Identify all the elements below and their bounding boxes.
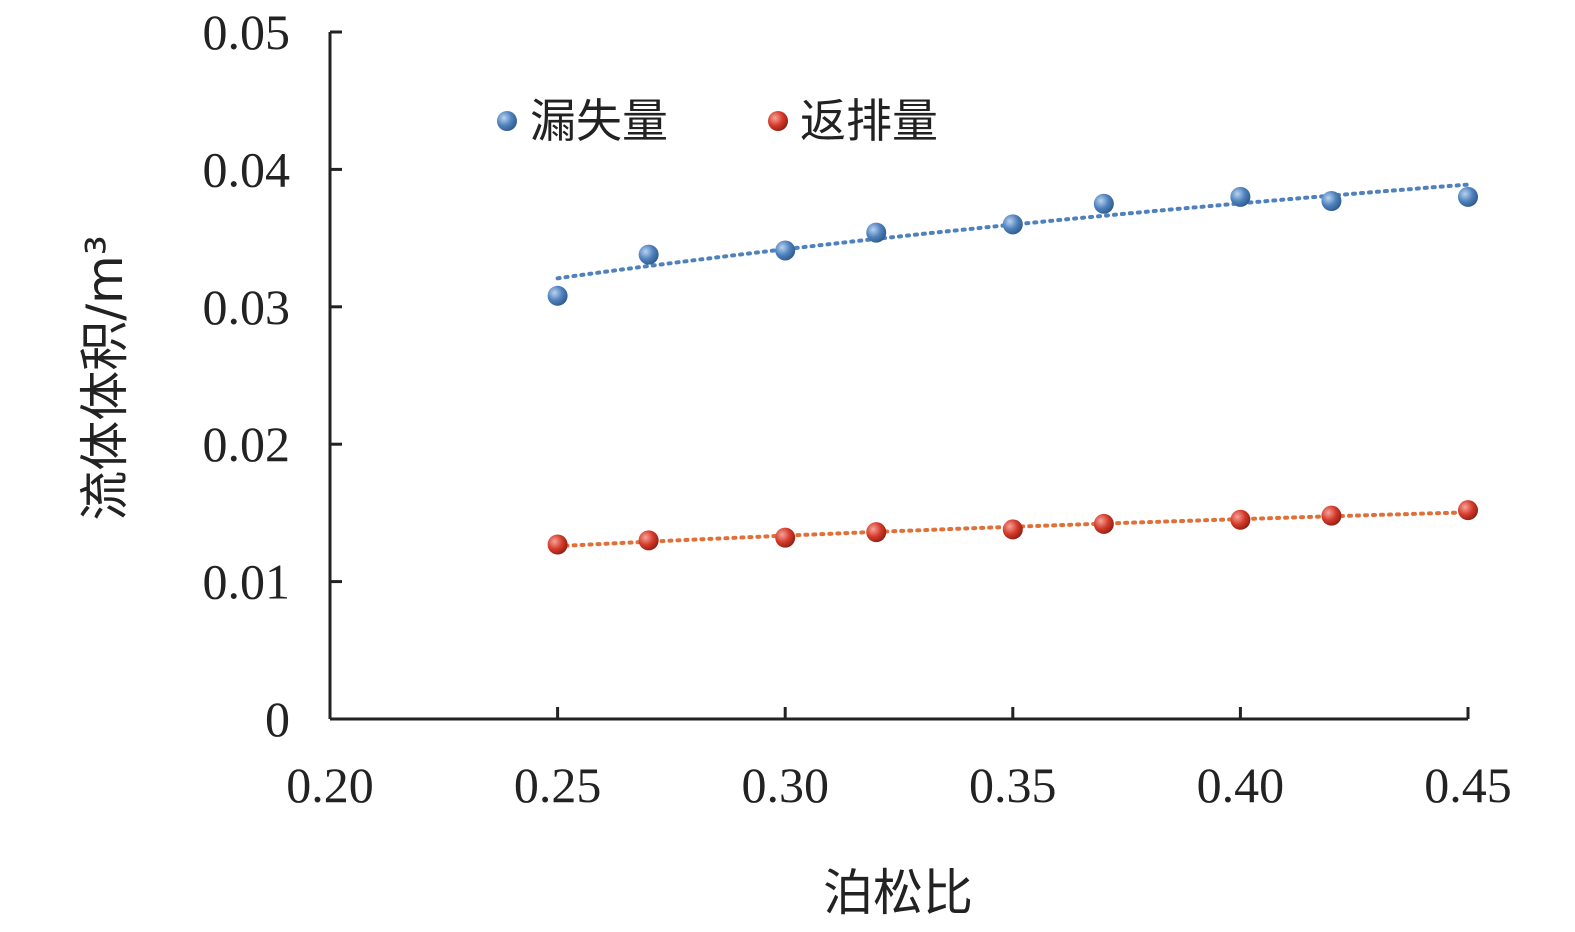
x-tick-label: 0.45 — [1424, 757, 1512, 813]
y-tick-label: 0.03 — [203, 279, 291, 335]
x-axis-ticks: 0.20 0.25 0.30 0.35 0.40 0.45 — [286, 707, 1512, 813]
legend-label-leakage: 漏失量 — [530, 94, 668, 148]
x-tick-label: 0.40 — [1197, 757, 1285, 813]
data-point-leakage — [1230, 186, 1251, 207]
data-point-leakage — [547, 285, 568, 306]
y-tick-label: 0.01 — [203, 554, 291, 610]
data-point-flowback — [1458, 500, 1478, 521]
y-tick-label: 0 — [265, 691, 290, 747]
trendlines — [555, 182, 1470, 549]
data-point-flowback — [1002, 519, 1023, 540]
data-point-flowback — [547, 534, 568, 555]
x-tick-label: 0.20 — [286, 757, 374, 813]
data-point-flowback — [866, 522, 887, 543]
legend-marker-flowback — [768, 111, 788, 131]
y-axis-ticks: 0 0.01 0.02 0.03 0.04 0.05 — [203, 4, 342, 747]
data-point-leakage — [1002, 214, 1023, 235]
data-point-flowback — [1093, 513, 1114, 534]
data-point-flowback — [1230, 509, 1251, 530]
y-tick-label: 0.04 — [203, 141, 291, 197]
data-point-flowback — [775, 527, 796, 548]
data-point-leakage — [1458, 186, 1478, 207]
x-tick-label: 0.35 — [969, 757, 1057, 813]
x-tick-label: 0.25 — [514, 757, 602, 813]
data-point-leakage — [1321, 191, 1342, 212]
data-point-leakage — [638, 244, 659, 265]
legend-label-flowback: 返排量 — [800, 94, 938, 148]
data-point-flowback — [1321, 505, 1342, 526]
y-tick-label: 0.05 — [203, 4, 291, 60]
legend: 漏失量 返排量 — [497, 94, 938, 148]
data-points — [547, 186, 1478, 555]
plot-area — [328, 32, 1468, 721]
y-axis-title: 流体体积/m³ — [76, 235, 134, 521]
x-tick-label: 0.30 — [741, 757, 829, 813]
data-point-leakage — [1093, 193, 1114, 214]
data-point-leakage — [866, 222, 887, 243]
x-axis-title: 泊松比 — [823, 864, 973, 922]
y-tick-label: 0.02 — [203, 416, 291, 472]
data-point-leakage — [775, 240, 796, 261]
data-point-flowback — [638, 530, 659, 551]
legend-marker-leakage — [497, 111, 517, 131]
